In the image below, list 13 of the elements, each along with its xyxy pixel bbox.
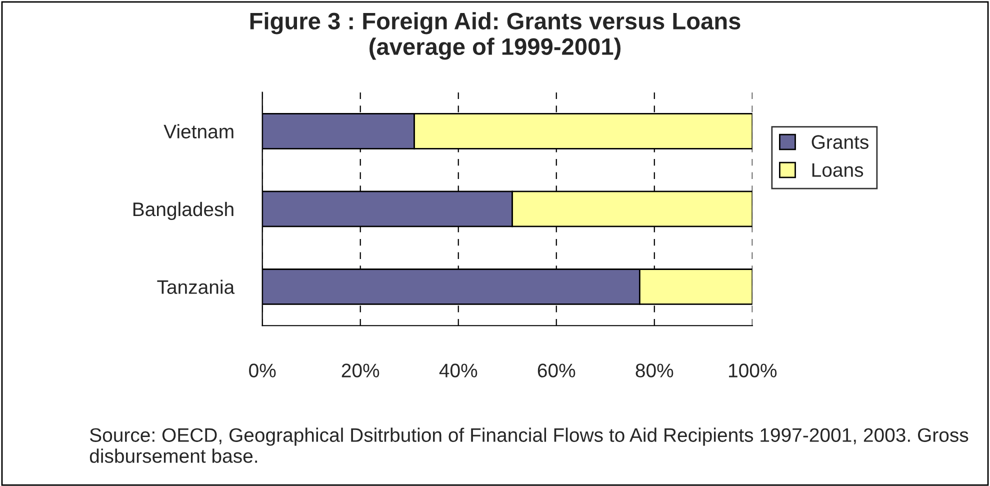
x-tick-label: 80% <box>636 364 674 378</box>
x-tick-label: 100% <box>729 364 777 378</box>
y-tick-label: Tanzania <box>157 280 235 294</box>
y-tick-label: Bangladesh <box>133 202 234 220</box>
legend-label: Loans <box>812 163 864 177</box>
legend-label: Grants <box>812 135 868 149</box>
x-tick-label: 20% <box>342 364 380 378</box>
chart-title: Figure 3 : Foreign Aid: Grants versus Loans (average of 1999-2001) <box>250 12 740 60</box>
x-tick-label: 60% <box>538 364 576 378</box>
y-tick-label: Vietnam <box>164 124 234 138</box>
source-note: Source: OECD, Geographical Dsitrbution of Financial Flows to Aid Recipients 1997-2001, 2003. Gross disbursement base. <box>90 428 968 463</box>
x-tick-label: 40% <box>439 364 478 378</box>
x-tick-label: 0% <box>249 364 276 378</box>
